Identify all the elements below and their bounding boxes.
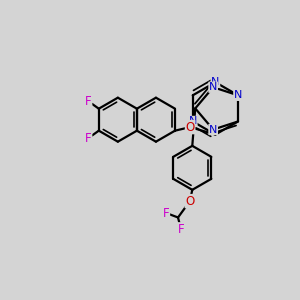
- Text: F: F: [85, 132, 92, 145]
- Text: O: O: [185, 195, 194, 208]
- Text: N: N: [209, 124, 218, 134]
- Text: N: N: [209, 82, 218, 92]
- Text: F: F: [163, 206, 169, 220]
- Text: F: F: [85, 94, 92, 108]
- Text: N: N: [211, 77, 220, 87]
- Text: O: O: [185, 121, 195, 134]
- Text: F: F: [178, 223, 184, 236]
- Text: N: N: [189, 116, 197, 127]
- Text: N: N: [234, 90, 242, 100]
